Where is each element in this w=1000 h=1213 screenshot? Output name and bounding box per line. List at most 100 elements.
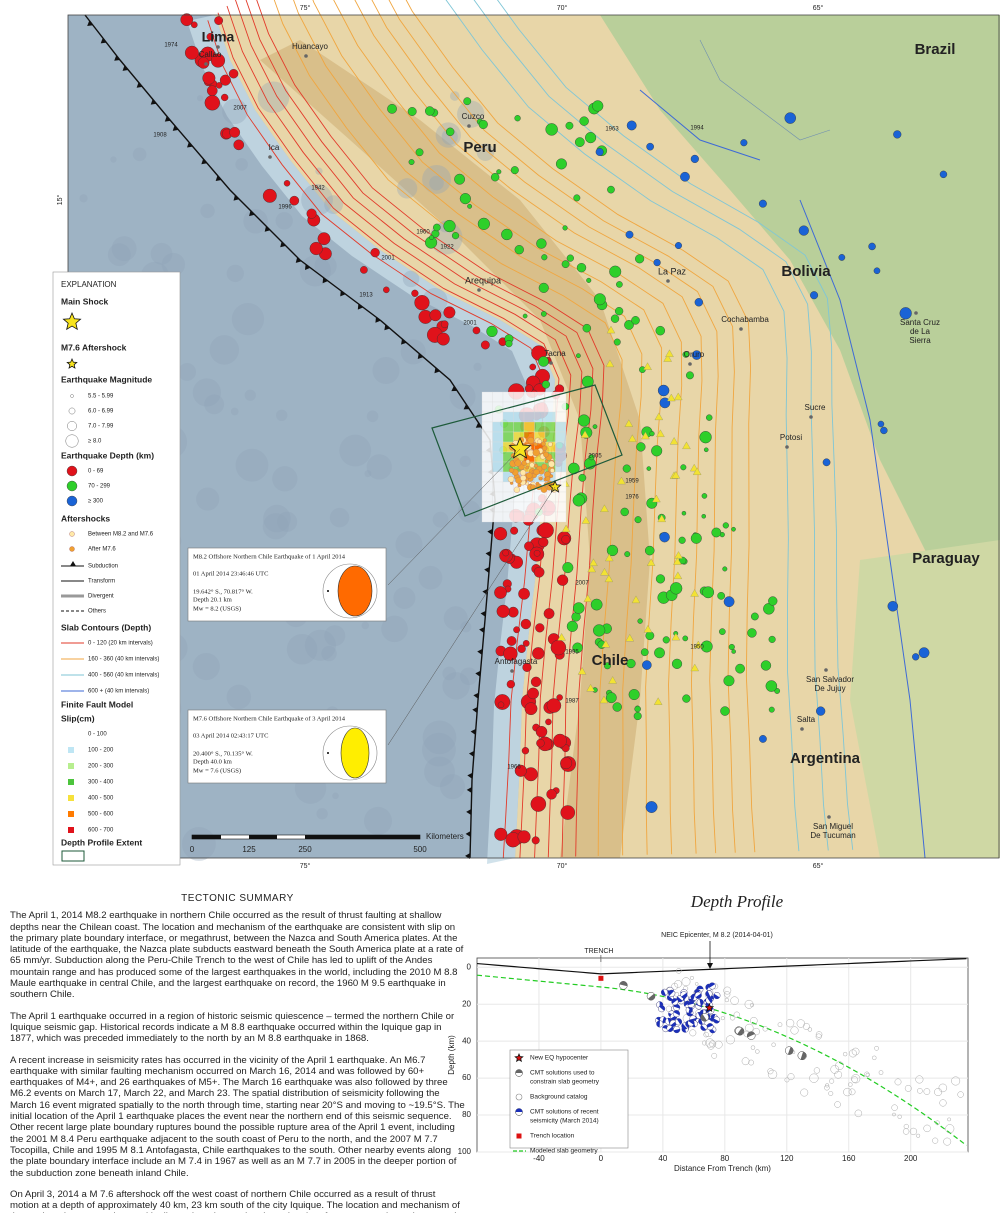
seafloor-texture xyxy=(442,666,457,681)
earthquake xyxy=(690,532,702,544)
earthquake xyxy=(626,120,637,131)
earthquake xyxy=(486,325,498,338)
slip-cell xyxy=(513,511,525,523)
earthquake xyxy=(517,644,526,653)
volcano xyxy=(673,557,682,565)
recent-cmt-fill xyxy=(668,990,675,996)
slab-contour xyxy=(333,0,683,855)
background-event xyxy=(897,1114,902,1119)
aftershock xyxy=(549,468,555,473)
earthquake xyxy=(546,789,557,800)
background-event xyxy=(752,1027,760,1036)
recent-cmt-fill xyxy=(699,999,704,1006)
seafloor-texture xyxy=(418,565,443,590)
earthquake xyxy=(678,536,686,544)
volcano xyxy=(580,430,590,438)
volcano xyxy=(604,574,614,583)
trench-tooth xyxy=(187,142,193,148)
earthquake xyxy=(233,139,245,151)
aftershock xyxy=(526,472,533,479)
country-label: Chile xyxy=(592,652,629,669)
inset-leader xyxy=(387,486,556,746)
legend-item: 400 - 560 (40 km intervals) xyxy=(88,673,159,679)
legend-symbol xyxy=(65,434,79,448)
trench-tooth xyxy=(463,404,470,410)
trench-tooth xyxy=(322,277,328,284)
volcano xyxy=(657,514,666,522)
background-event xyxy=(749,1003,754,1008)
aftershock xyxy=(544,459,549,464)
earthquake xyxy=(527,687,539,700)
earthquake xyxy=(566,620,578,632)
earthquake xyxy=(451,232,460,240)
event-year: 1996 xyxy=(278,205,292,211)
background-event xyxy=(872,1055,877,1061)
earthquake xyxy=(717,592,726,600)
recent-cmt-fill xyxy=(710,1014,716,1021)
legend-symbol xyxy=(68,747,74,753)
x-tick-label: 120 xyxy=(780,1154,794,1163)
earthquake xyxy=(545,718,552,726)
earthquake xyxy=(798,225,809,236)
city-marker xyxy=(467,124,471,128)
earthquake xyxy=(728,643,735,651)
earthquake xyxy=(651,445,663,457)
seafloor-texture xyxy=(262,513,289,540)
earthquake xyxy=(555,158,567,170)
earthquake xyxy=(868,242,876,251)
slip-cell xyxy=(555,421,567,433)
earthquake xyxy=(557,574,569,586)
earthquake xyxy=(576,353,581,359)
earthquake xyxy=(533,549,541,557)
background-event xyxy=(848,1082,853,1087)
background-event xyxy=(785,1018,795,1028)
volcano xyxy=(652,494,661,503)
seafloor-texture xyxy=(424,756,455,788)
background-event xyxy=(748,1059,755,1066)
inset-depth: Depth 20.1 km xyxy=(193,596,232,603)
trench-tooth xyxy=(477,648,483,655)
slip-cell xyxy=(523,411,535,423)
recent-cmt-fill xyxy=(661,989,666,996)
recent-cmt-fill xyxy=(705,990,711,998)
background-event xyxy=(824,1084,830,1091)
earthquake xyxy=(816,706,826,716)
scale-label: 250 xyxy=(298,845,312,854)
event-year: 1994 xyxy=(690,126,704,132)
background-event xyxy=(707,1042,715,1050)
earthquake xyxy=(758,199,767,208)
recent-cmt-fill xyxy=(681,1023,688,1030)
seafloor-texture xyxy=(196,487,220,511)
aftershock xyxy=(541,463,548,470)
slip-cell xyxy=(555,451,567,463)
longitude-label: 75° xyxy=(300,4,311,12)
volcano xyxy=(643,362,652,370)
event-year: 1963 xyxy=(605,127,619,133)
seafloor-texture xyxy=(314,254,337,278)
legend-item: Others xyxy=(88,609,106,615)
earthquake xyxy=(538,282,549,293)
slip-cell xyxy=(555,461,567,473)
slip-cell xyxy=(513,411,525,423)
profile-legend xyxy=(509,1049,629,1149)
trench-label: TRENCH xyxy=(584,948,613,955)
earthquake xyxy=(768,635,776,643)
inset-title: M7.6 Offshore Northern Chile Earthquake … xyxy=(193,715,346,722)
seafloor-texture xyxy=(402,270,420,288)
event-year: 1913 xyxy=(359,293,373,299)
volcano xyxy=(624,419,634,427)
trench-tooth xyxy=(384,324,390,331)
event-year: 2007 xyxy=(233,106,247,112)
aftershock xyxy=(537,439,542,444)
background-event xyxy=(874,1045,879,1051)
volcano xyxy=(682,441,691,449)
earthquake xyxy=(370,248,380,258)
background-event xyxy=(891,1104,898,1111)
aftershock xyxy=(533,468,540,476)
seafloor-texture xyxy=(429,175,444,191)
seafloor-texture xyxy=(304,629,337,661)
volcano xyxy=(653,697,663,705)
earthquake xyxy=(517,830,531,844)
earthquake xyxy=(560,757,573,770)
trench-tooth xyxy=(465,852,471,859)
